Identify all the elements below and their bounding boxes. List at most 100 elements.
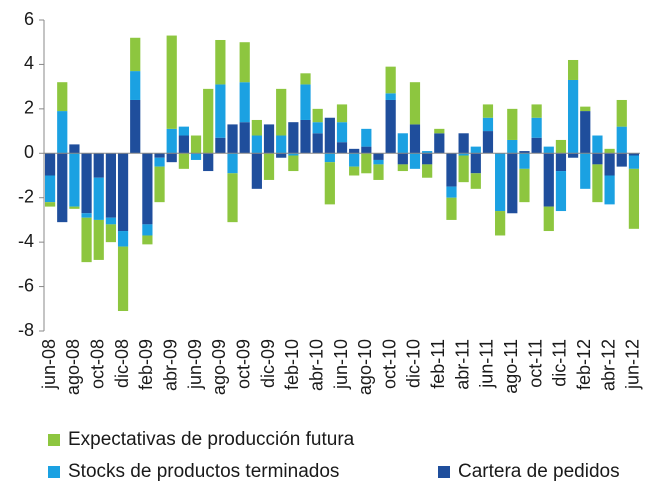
bar — [373, 164, 384, 180]
bar — [44, 202, 56, 207]
bar — [288, 122, 299, 154]
bar — [543, 153, 554, 207]
bar — [263, 124, 275, 154]
bar — [604, 175, 615, 205]
bar — [519, 153, 530, 169]
bar — [373, 153, 384, 160]
bar — [616, 99, 627, 127]
bar — [470, 146, 481, 154]
bar — [555, 171, 567, 212]
bar — [130, 99, 141, 154]
x-tick-label: jun-11 — [477, 339, 497, 389]
bar — [93, 153, 104, 178]
bar — [361, 146, 372, 154]
bar — [495, 211, 506, 236]
bar — [130, 37, 141, 72]
x-tick-label: dic-09 — [258, 339, 278, 388]
bar — [178, 153, 189, 169]
bar — [470, 173, 481, 189]
bar — [495, 153, 506, 212]
bar — [361, 128, 372, 147]
bar — [446, 153, 457, 187]
bar — [251, 135, 262, 154]
legend-label: Cartera de pedidos — [458, 461, 620, 482]
bar — [580, 153, 591, 189]
bar — [422, 164, 433, 178]
bar — [409, 124, 421, 154]
legend-swatch — [48, 466, 60, 478]
bar — [130, 71, 141, 100]
bar — [397, 153, 408, 165]
bar — [215, 84, 226, 138]
x-tick-label: feb-10 — [282, 339, 302, 390]
bar — [446, 186, 457, 198]
bar — [227, 124, 238, 154]
bar — [69, 144, 80, 154]
bar — [397, 164, 408, 172]
bar — [105, 153, 117, 218]
x-tick-label: abr-11 — [452, 339, 472, 390]
bar — [458, 153, 469, 156]
y-tick-label: 0 — [24, 142, 34, 162]
bar — [628, 155, 640, 169]
bar — [178, 135, 189, 154]
x-tick-label: feb-11 — [428, 339, 448, 389]
bar — [166, 35, 177, 129]
bar — [543, 146, 554, 154]
x-tick-label: jun-10 — [331, 339, 351, 390]
x-tick-label: feb-09 — [136, 339, 156, 390]
bar — [604, 153, 615, 176]
bar — [215, 137, 226, 154]
x-tick-label: dic-11 — [550, 339, 570, 387]
x-tick-label: feb-12 — [574, 339, 594, 390]
bar — [458, 133, 469, 154]
bar — [519, 151, 530, 154]
bar — [166, 153, 177, 163]
bar — [580, 111, 591, 154]
bar — [93, 219, 104, 260]
bar — [531, 137, 542, 154]
bar — [69, 206, 80, 209]
bar — [482, 131, 494, 154]
bar — [81, 153, 92, 214]
bar — [154, 157, 165, 167]
bar — [434, 128, 445, 134]
bar — [190, 153, 202, 160]
bar — [458, 155, 469, 183]
bar — [397, 133, 408, 154]
bar — [154, 166, 165, 203]
bar — [592, 153, 603, 165]
y-tick-label: -2 — [18, 186, 34, 206]
y-tick-label: -6 — [18, 275, 34, 295]
bar — [446, 197, 457, 220]
bar — [142, 235, 153, 245]
bar — [93, 177, 104, 220]
bar — [227, 153, 238, 174]
x-tick-label: oct-09 — [233, 339, 253, 389]
x-tick-label: dic-08 — [112, 339, 132, 388]
bar — [117, 153, 129, 232]
x-tick-label: ago-11 — [501, 339, 521, 394]
bar — [616, 126, 627, 154]
bar — [567, 79, 579, 154]
bar — [239, 122, 250, 154]
legend-label: Expectativas de producción futura — [68, 429, 355, 450]
bar — [312, 108, 323, 123]
bar — [69, 153, 80, 207]
bar — [276, 153, 287, 158]
bar — [628, 168, 640, 229]
bar — [361, 153, 372, 174]
x-tick-label: jun-09 — [185, 339, 205, 390]
bar — [57, 82, 68, 112]
bar — [555, 153, 567, 172]
bar — [190, 135, 202, 154]
bar — [336, 122, 348, 143]
y-tick-label: 2 — [24, 98, 34, 118]
bar — [300, 119, 311, 154]
bar — [227, 173, 238, 223]
bar — [409, 82, 421, 125]
bar — [142, 153, 153, 225]
y-tick-label: -8 — [18, 320, 34, 340]
bar — [349, 166, 360, 176]
